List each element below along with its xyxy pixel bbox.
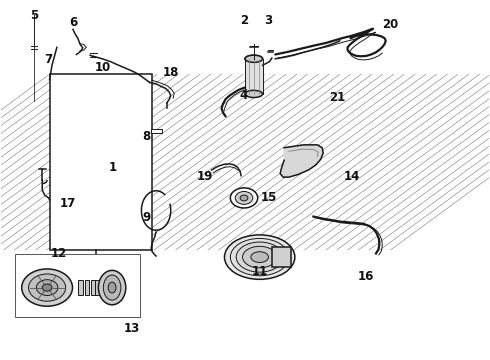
Ellipse shape: [240, 195, 248, 201]
Text: 14: 14: [343, 170, 360, 183]
Bar: [100, 280, 103, 296]
Ellipse shape: [245, 55, 263, 62]
Ellipse shape: [22, 269, 73, 306]
Ellipse shape: [230, 238, 289, 276]
Bar: [245, 59, 263, 94]
Text: 8: 8: [142, 130, 150, 144]
Bar: [85, 280, 89, 296]
Ellipse shape: [28, 274, 66, 301]
Ellipse shape: [230, 188, 258, 208]
Ellipse shape: [98, 270, 126, 305]
Ellipse shape: [103, 275, 121, 300]
Bar: [78, 280, 83, 296]
Ellipse shape: [245, 55, 263, 62]
Bar: [49, 74, 152, 250]
Bar: [49, 74, 152, 250]
Text: 13: 13: [123, 322, 140, 335]
Text: 16: 16: [358, 270, 374, 283]
Bar: [91, 280, 95, 296]
Bar: [96, 280, 99, 296]
Text: 3: 3: [265, 14, 272, 27]
Text: 10: 10: [95, 60, 111, 73]
Bar: [151, 129, 162, 134]
Text: 12: 12: [50, 247, 67, 260]
Ellipse shape: [224, 235, 295, 279]
Text: 2: 2: [240, 14, 248, 27]
Bar: [15, 254, 140, 317]
Text: 7: 7: [45, 53, 52, 66]
Ellipse shape: [108, 282, 116, 293]
Text: 5: 5: [30, 9, 38, 22]
Text: 20: 20: [383, 18, 399, 31]
Bar: [272, 247, 292, 267]
Ellipse shape: [245, 90, 263, 98]
Text: 17: 17: [60, 197, 76, 210]
Ellipse shape: [42, 284, 52, 291]
Text: 11: 11: [251, 265, 268, 278]
Text: 9: 9: [142, 211, 150, 224]
Ellipse shape: [36, 280, 58, 296]
Ellipse shape: [235, 192, 253, 204]
Text: 1: 1: [109, 161, 117, 174]
Text: 15: 15: [260, 192, 277, 204]
Ellipse shape: [251, 252, 269, 262]
Text: 19: 19: [197, 170, 213, 183]
Polygon shape: [280, 145, 323, 177]
Text: 18: 18: [163, 66, 179, 79]
Text: 21: 21: [329, 91, 345, 104]
Text: 6: 6: [69, 16, 77, 29]
Text: 4: 4: [240, 89, 248, 102]
Ellipse shape: [243, 246, 277, 268]
Ellipse shape: [236, 242, 283, 272]
